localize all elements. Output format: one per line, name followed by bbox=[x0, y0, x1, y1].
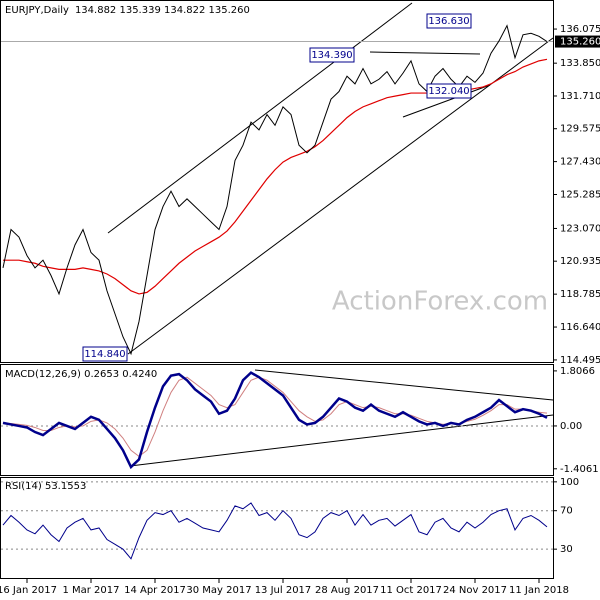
watermark: ActionForex.com bbox=[332, 287, 548, 317]
x-tick-label: 13 Jul 2017 bbox=[255, 585, 312, 596]
series-line bbox=[2, 371, 548, 470]
y-tick-label: 123.070 bbox=[560, 223, 600, 234]
y-tick-label: 127.430 bbox=[560, 157, 600, 168]
last-price-tag bbox=[555, 35, 600, 48]
y-tick-label: 133.850 bbox=[560, 58, 600, 69]
x-tick-label: 30 May 2017 bbox=[186, 585, 251, 596]
y-tick-label: 0.00 bbox=[560, 421, 582, 432]
annotation-box bbox=[426, 13, 472, 29]
x-tick-label: 24 Nov 2017 bbox=[443, 585, 507, 596]
annotation: 132.040 bbox=[428, 86, 469, 97]
trend-line bbox=[369, 51, 481, 55]
y-tick-label: 129.575 bbox=[560, 124, 600, 135]
x-tick-label: 1 Mar 2017 bbox=[62, 585, 119, 596]
series-line bbox=[2, 502, 548, 560]
channel-lower bbox=[127, 37, 554, 355]
macd-label: MACD(12,26,9) 0.2653 0.4240 bbox=[5, 369, 157, 380]
y-tick-label: 100 bbox=[560, 477, 579, 488]
y-tick-label: 125.285 bbox=[560, 189, 600, 200]
price-panel bbox=[0, 0, 554, 363]
y-tick-label: 114.495 bbox=[560, 355, 600, 366]
rsi-label: RSI(14) 53.1553 bbox=[5, 481, 86, 492]
x-tick-label: 11 Oct 2017 bbox=[380, 585, 442, 596]
x-tick-label: 14 Apr 2017 bbox=[124, 585, 186, 596]
x-tick-label: 28 Aug 2017 bbox=[315, 585, 379, 596]
macd-panel bbox=[0, 364, 554, 476]
trend-line bbox=[402, 84, 491, 118]
x-tick-label: 16 Jan 2017 bbox=[0, 585, 57, 596]
y-tick-label: 1.8066 bbox=[560, 366, 595, 377]
macd-trend-line bbox=[254, 369, 554, 401]
y-tick-label: 120.935 bbox=[560, 256, 600, 267]
channel-upper bbox=[107, 2, 413, 234]
annotation-box bbox=[426, 83, 472, 99]
y-tick-label: 30 bbox=[560, 544, 573, 555]
annotation-box bbox=[82, 346, 128, 362]
chart-title: EURJPY,Daily 134.882 135.339 134.822 135.… bbox=[5, 5, 250, 16]
y-tick-label: 118.785 bbox=[560, 289, 600, 300]
rsi-panel bbox=[0, 477, 554, 579]
y-tick-label: 70 bbox=[560, 506, 573, 517]
annotation: 134.390 bbox=[311, 50, 352, 61]
annotation-box bbox=[309, 47, 355, 63]
macd-trend-line bbox=[129, 414, 554, 467]
annotation: 114.840 bbox=[84, 349, 125, 360]
y-tick-label: 131.710 bbox=[560, 91, 600, 102]
last-price-label: 135.260 bbox=[560, 37, 600, 48]
y-tick-label: 136.075 bbox=[560, 24, 600, 35]
annotation: 136.630 bbox=[428, 16, 469, 27]
y-tick-label: 116.640 bbox=[560, 322, 600, 333]
x-tick-label: 11 Jan 2018 bbox=[509, 585, 569, 596]
y-tick-label: -1.4061 bbox=[560, 464, 599, 475]
